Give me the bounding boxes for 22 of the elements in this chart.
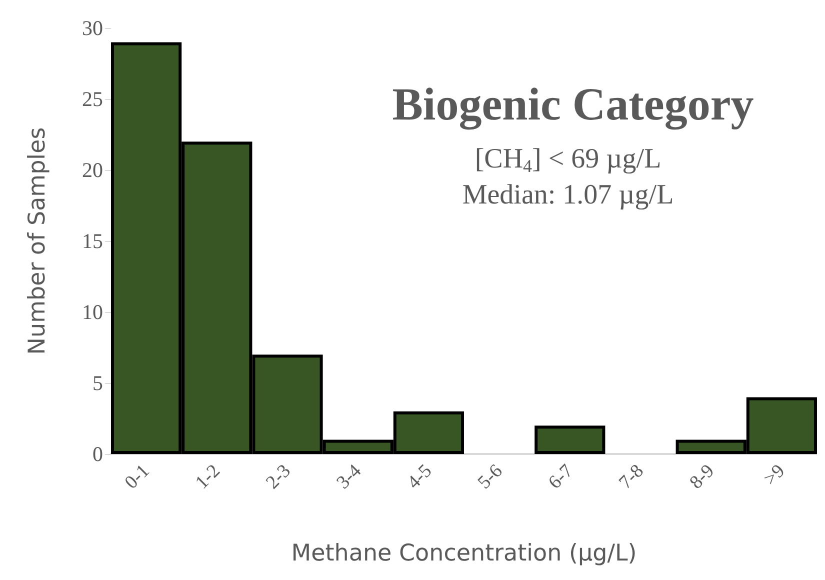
y-tick-label: 30: [82, 16, 103, 40]
y-tick-label: 25: [82, 87, 103, 111]
y-tick-label: 0: [92, 442, 103, 466]
y-tick-label: 20: [82, 158, 103, 182]
x-tick-label: 3-4: [332, 460, 366, 494]
y-tick-label: 10: [82, 300, 103, 324]
text: Biogenic Category: [392, 78, 754, 130]
x-tick-label: 0-1: [120, 460, 154, 494]
x-tick-label: 2-3: [262, 460, 295, 494]
y-tick-label: 5: [92, 371, 103, 395]
x-tick-label: >9: [760, 460, 790, 490]
annotation: Median: 1.07 µg/L: [462, 180, 674, 210]
x-tick-label: 4-5: [403, 460, 436, 494]
x-tick-label: 5-6: [474, 460, 507, 494]
x-axis-title: Methane Concentration (µg/L): [291, 540, 637, 566]
x-tick-label: 1-2: [192, 460, 224, 494]
x-tick-label: 8-9: [686, 460, 719, 494]
x-tick-label: 6-7: [544, 460, 578, 494]
y-tick-label: 15: [82, 229, 103, 253]
y-axis-title: Number of Samples: [24, 127, 50, 355]
x-tick-label: 7-8: [615, 460, 648, 494]
bar: [534, 426, 606, 454]
